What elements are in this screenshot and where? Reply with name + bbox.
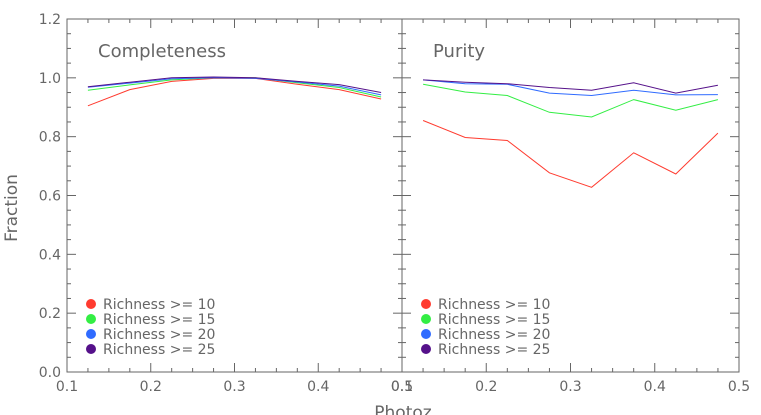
x-tick-label: 0.5 [391,379,413,395]
legend-label: Richness >= 25 [438,342,550,358]
y-tick-label: 0.2 [39,306,61,322]
series-line [423,83,719,118]
legend-marker [86,299,96,309]
x-tick-label: 0.4 [307,379,329,395]
x-tick-label: 0.3 [559,379,581,395]
legend-label: Richness >= 10 [103,297,215,313]
legend-label: Richness >= 20 [103,327,215,343]
series-line [87,77,382,98]
legend-label: Richness >= 15 [438,312,550,328]
series-line [87,76,382,93]
y-tick-label: 0.0 [39,365,61,381]
legend-label: Richness >= 20 [438,327,550,343]
legend-marker [421,344,431,354]
panel-title: Purity [433,41,485,62]
x-tick-label: 0.3 [223,379,245,395]
legend-marker [86,329,96,339]
series-line [87,77,382,96]
legend-marker [421,314,431,324]
legend-marker [86,344,96,354]
x-tick-label: 0.1 [391,379,413,395]
y-tick-label: 1.0 [39,71,61,87]
series-line [422,120,719,188]
y-tick-label: 0.4 [39,247,61,263]
legend-label: Richness >= 10 [438,297,550,313]
y-tick-label: 0.6 [39,189,61,205]
series-line [423,79,718,94]
legend-marker [421,299,431,309]
legend-label: Richness >= 15 [103,312,215,328]
x-tick-label: 0.4 [644,379,666,395]
y-axis-label: Fraction [2,174,22,242]
x-tick-label: 0.1 [56,379,78,395]
y-tick-label: 0.8 [39,130,61,146]
series-line [423,79,718,97]
legend-label: Richness >= 25 [103,342,215,358]
legend-marker [86,314,96,324]
panel-title: Completeness [98,41,226,62]
x-tick-label: 0.2 [475,379,497,395]
x-axis-label: Photoz [374,403,431,415]
chart-panels: 0.1 0.2 0.3 0.4 0.5 0.0 0.2 0.4 0.6 0.8 1.0 1.2 Comp… [39,12,750,395]
panel-0: 0.1 0.2 0.3 0.4 0.5 0.0 0.2 0.4 0.6 0.8 1.0 1.2 Comp… [39,12,413,395]
x-tick-label: 0.5 [728,379,750,395]
legend-marker [421,329,431,339]
y-tick-label: 1.2 [39,12,61,28]
x-tick-label: 0.2 [140,379,162,395]
